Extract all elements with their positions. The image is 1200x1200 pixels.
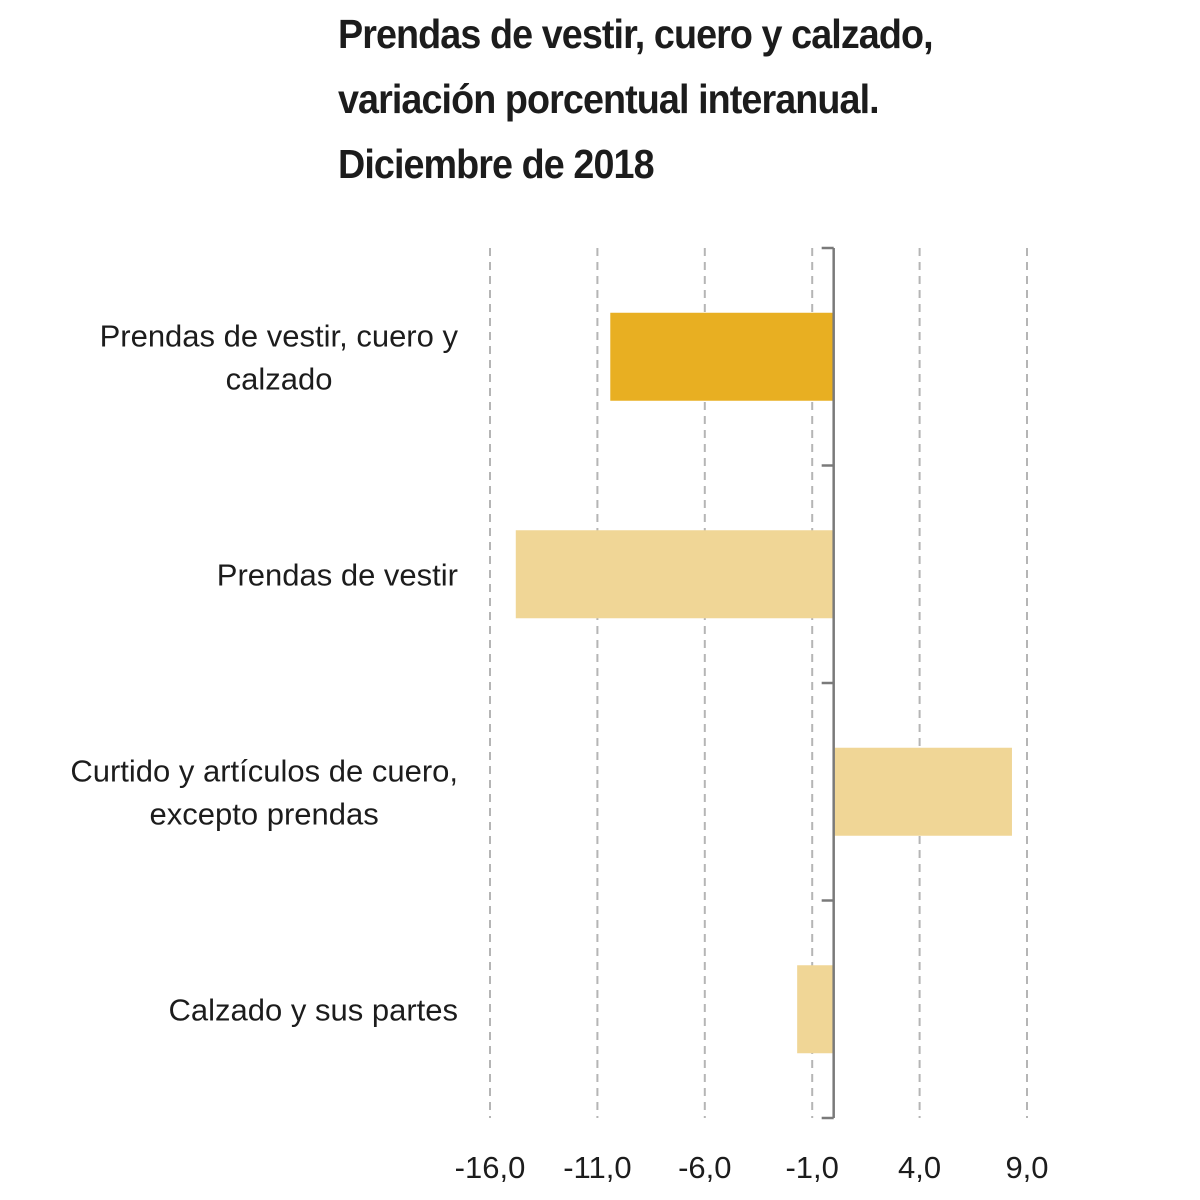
x-tick-label-2: -6,0 [678, 1150, 731, 1185]
x-tick-label-3: -1,0 [785, 1150, 838, 1185]
category-label-2-line-0: Curtido y artículos de cuero, [70, 753, 458, 788]
category-label-0-line-1: calzado [226, 361, 333, 396]
bars [515, 312, 1012, 1054]
chart-title-line-2: variación porcentual interanual. [338, 76, 880, 122]
x-tick-label-4: 4,0 [898, 1150, 941, 1185]
chart-title: Prendas de vestir, cuero y calzado, vari… [338, 2, 1092, 197]
bar-1 [515, 530, 834, 619]
category-label-3-line-0: Calzado y sus partes [169, 992, 458, 1027]
category-label-0: Prendas de vestir, cuero y calzado [100, 318, 459, 396]
category-label-3: Calzado y sus partes [169, 992, 458, 1027]
category-label-2-line-1: excepto prendas [150, 796, 379, 831]
category-label-0-line-0: Prendas de vestir, cuero y [100, 318, 459, 353]
category-label-1: Prendas de vestir [217, 557, 458, 592]
chart-title-line-1: Prendas de vestir, cuero y calzado, [338, 11, 934, 57]
x-tick-label-1: -11,0 [563, 1150, 631, 1185]
x-tick-label-5: 9,0 [1005, 1150, 1048, 1185]
bar-2 [833, 747, 1012, 836]
category-labels: Prendas de vestir, cuero ycalzadoPrendas… [70, 318, 458, 1027]
category-label-2: Curtido y artículos de cuero, excepto pre… [70, 753, 458, 831]
category-label-1-line-0: Prendas de vestir [217, 557, 458, 592]
bar-3 [797, 965, 834, 1054]
zero-axis [821, 246, 835, 1120]
x-tick-labels: -16,0 -11,0 -6,0 -1,0 4,0 9,0 [455, 1150, 1049, 1185]
x-tick-label-0: -16,0 [455, 1150, 526, 1185]
bar-0 [610, 312, 834, 401]
chart-title-line-3: Diciembre de 2018 [338, 141, 655, 187]
